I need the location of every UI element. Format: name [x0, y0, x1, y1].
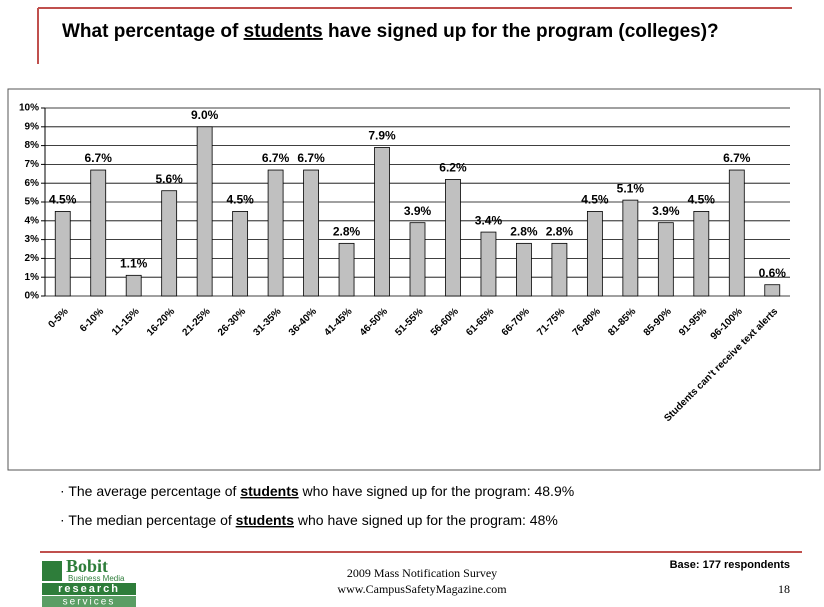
logo-icon [42, 561, 62, 581]
footer-text: 2009 Mass Notification Survey [347, 566, 497, 580]
bar [728, 169, 745, 297]
value-label: 4.5% [581, 193, 609, 207]
bar [516, 242, 532, 297]
bar [338, 242, 355, 297]
y-tick-label: 5% [25, 197, 40, 208]
value-label: 5.6% [155, 172, 183, 186]
value-label: 7.9% [368, 129, 396, 143]
bullet: · The median percentage of students who … [60, 512, 558, 528]
y-tick-label: 10% [19, 103, 39, 114]
bullet-part: The average percentage of [68, 483, 240, 499]
value-label: 0.6% [759, 266, 787, 280]
bar [125, 274, 142, 297]
y-tick-label: 6% [25, 178, 40, 189]
value-label: 4.5% [688, 193, 716, 207]
bar [161, 190, 178, 297]
title-part: have signed up for the program (colleges… [323, 21, 719, 42]
value-label: 9.0% [191, 108, 219, 122]
bar [693, 210, 710, 297]
y-tick-label: 4% [25, 215, 40, 226]
value-label: 3.9% [652, 204, 680, 218]
logo-text: research [58, 583, 120, 595]
bar [764, 284, 781, 297]
bar [54, 210, 71, 297]
value-label: 5.1% [617, 181, 645, 195]
bar [232, 210, 249, 297]
logo-text: services [63, 597, 116, 607]
bar [374, 147, 390, 297]
y-tick-label: 0% [25, 291, 40, 302]
bar [657, 222, 674, 297]
bullet-part: The median percentage of [68, 512, 235, 528]
bar [622, 199, 639, 297]
value-label: 6.7% [297, 151, 325, 165]
bullet-part: students [240, 483, 299, 499]
value-label: 6.7% [262, 151, 290, 165]
bar [409, 222, 426, 297]
value-label: 2.8% [510, 225, 538, 239]
footer-text: www.CampusSafetyMagazine.com [337, 582, 507, 596]
title-part: students [244, 21, 323, 42]
logo-text: Business Media [68, 574, 125, 583]
bar [586, 210, 603, 297]
value-label: 6.2% [439, 161, 467, 175]
value-label: 3.9% [404, 204, 432, 218]
bar [90, 169, 107, 297]
bar [480, 231, 497, 297]
y-tick-label: 9% [25, 121, 40, 132]
logo-band [42, 596, 136, 607]
value-label: 4.5% [49, 193, 77, 207]
y-tick-label: 8% [25, 140, 40, 151]
value-label: 4.5% [226, 193, 254, 207]
value-label: 3.4% [475, 213, 503, 227]
bar [551, 242, 568, 297]
bar [445, 179, 461, 297]
y-tick-label: 1% [25, 272, 40, 283]
bullet: · The average percentage of students who… [60, 483, 574, 499]
bar [303, 169, 319, 297]
logo-top [42, 560, 136, 582]
value-label: 6.7% [723, 151, 751, 165]
page-number: 18 [778, 582, 790, 596]
title-part: What percentage of [62, 21, 244, 42]
y-tick-label: 2% [25, 253, 40, 264]
value-label: 6.7% [85, 151, 113, 165]
bullet-part: who have signed up for the program: 48.9… [299, 483, 575, 499]
y-tick-label: 3% [25, 234, 40, 245]
value-label: 2.8% [546, 225, 574, 239]
logo-band [42, 583, 136, 595]
bullet-part: who have signed up for the program: 48% [294, 512, 558, 528]
y-tick-label: 7% [25, 159, 40, 170]
bar [196, 126, 213, 297]
value-label: 1.1% [120, 256, 148, 270]
bullet-part: students [236, 512, 295, 528]
title: What percentage of students have signed … [62, 21, 719, 42]
footer-base: Base: 177 respondents [670, 559, 790, 571]
logo-text: Bobit [66, 556, 108, 576]
value-label: 2.8% [333, 225, 361, 239]
bar [267, 169, 284, 297]
